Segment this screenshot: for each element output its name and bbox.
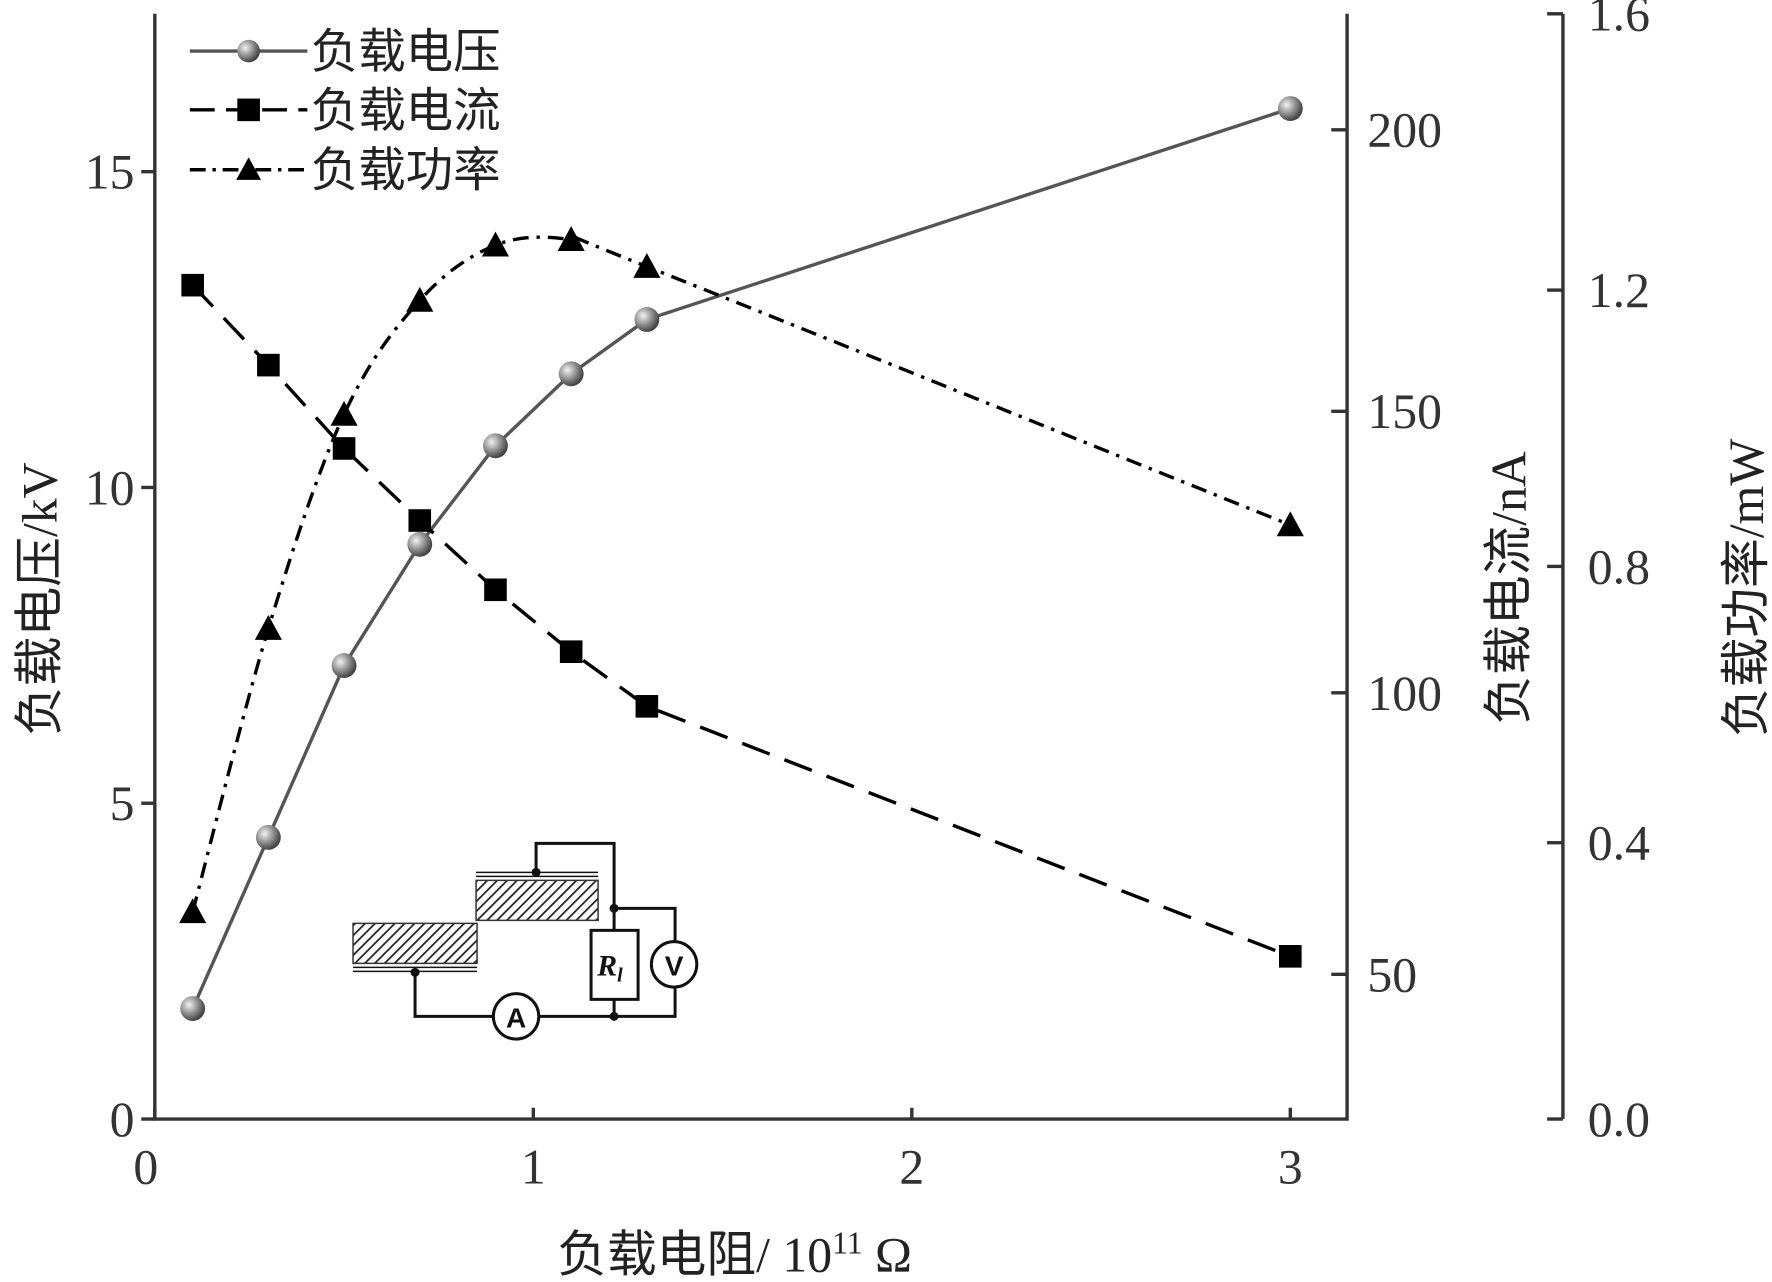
x-tick-label: 0 xyxy=(133,1139,158,1194)
voltmeter-label: V xyxy=(665,950,684,981)
left-tick-label: 0 xyxy=(110,1092,135,1147)
series-0 xyxy=(180,96,1303,1021)
legend-label-power: 负载功率 xyxy=(311,146,501,198)
voltage-point xyxy=(180,996,206,1021)
voltage-axis-label: 负载电压/kV xyxy=(13,462,68,736)
power-point xyxy=(406,286,434,312)
voltage-point xyxy=(1277,96,1303,121)
series-line xyxy=(191,284,1291,958)
power-point xyxy=(633,253,661,278)
current-point xyxy=(559,640,583,664)
right2-tick-label: 0.4 xyxy=(1588,816,1650,871)
current-point xyxy=(408,509,432,532)
x-tick-label: 1 xyxy=(521,1139,546,1194)
power-point xyxy=(1276,511,1304,537)
resistor-label: Rl xyxy=(596,949,623,986)
left-tick-label: 5 xyxy=(110,776,135,831)
right1-tick-label: 200 xyxy=(1367,103,1442,158)
legend-label-voltage: 负载电压 xyxy=(311,27,501,79)
left-tick-label: 10 xyxy=(85,460,135,515)
ticks: 0 1 2 3 0 5 10 15 50 100 150 200 0.0 0.4 0.8 1.2 1.6 xyxy=(85,0,1650,1194)
series-layer xyxy=(179,96,1304,1021)
wire xyxy=(534,841,616,931)
right2-tick-label: 0.0 xyxy=(1588,1092,1650,1147)
right1-tick-label: 150 xyxy=(1367,384,1442,439)
right2-tick-label: 1.2 xyxy=(1588,263,1650,318)
power-point xyxy=(557,226,585,251)
right2-tick-label: 0.8 xyxy=(1588,539,1650,594)
legend: 负载电压 负载电流 负载功率 xyxy=(189,27,501,198)
current-point xyxy=(1279,945,1302,968)
power-point xyxy=(481,231,510,257)
power-point xyxy=(330,400,358,426)
voltage-point xyxy=(634,307,660,332)
series-2 xyxy=(179,226,1304,924)
power-axis-label: 负载功率/mW xyxy=(1719,439,1772,737)
series-1 xyxy=(181,273,1302,968)
left-tick-label: 15 xyxy=(85,145,135,200)
load-resistor xyxy=(589,928,640,1001)
circuit-inset: Rl V A xyxy=(352,841,699,1041)
current-point xyxy=(332,437,356,460)
right1-tick-label: 50 xyxy=(1367,947,1417,1002)
current-point xyxy=(635,695,659,718)
x-tick-label: 3 xyxy=(1278,1139,1303,1194)
series-line xyxy=(191,106,1291,1010)
plot-frame xyxy=(153,13,1349,1121)
x-axis-label: 负载电阻/ 1011 Ω xyxy=(557,1226,912,1282)
wire xyxy=(614,906,677,943)
series-line xyxy=(191,234,1291,913)
ammeter xyxy=(491,992,541,1041)
power-point xyxy=(179,898,207,924)
legend-square-marker xyxy=(237,98,260,122)
legend-label-current: 负载电流 xyxy=(311,86,501,138)
current-point xyxy=(257,353,280,377)
legend-item-current: 负载电流 xyxy=(189,86,501,138)
legend-triangle-marker xyxy=(236,157,262,180)
voltage-point xyxy=(483,433,508,459)
bottom-electrode xyxy=(352,922,478,973)
right2-tick-label: 1.6 xyxy=(1588,0,1650,42)
top-electrode xyxy=(475,871,599,922)
voltage-point xyxy=(558,361,584,387)
power-point xyxy=(254,615,282,640)
x-tick-label: 2 xyxy=(899,1139,924,1194)
legend-item-power: 负载功率 xyxy=(189,146,501,198)
legend-sphere-marker xyxy=(237,39,260,63)
voltage-point xyxy=(331,653,357,679)
voltmeter xyxy=(649,940,699,989)
current-axis-label: 负载电流/nA xyxy=(1482,451,1537,725)
current-point xyxy=(484,578,507,602)
current-point xyxy=(181,273,204,297)
voltage-point xyxy=(407,531,433,557)
legend-item-voltage: 负载电压 xyxy=(189,27,501,79)
voltage-point xyxy=(255,824,281,850)
ammeter-label: A xyxy=(506,1002,526,1033)
right1-tick-label: 100 xyxy=(1367,666,1442,721)
wire xyxy=(614,987,677,1018)
